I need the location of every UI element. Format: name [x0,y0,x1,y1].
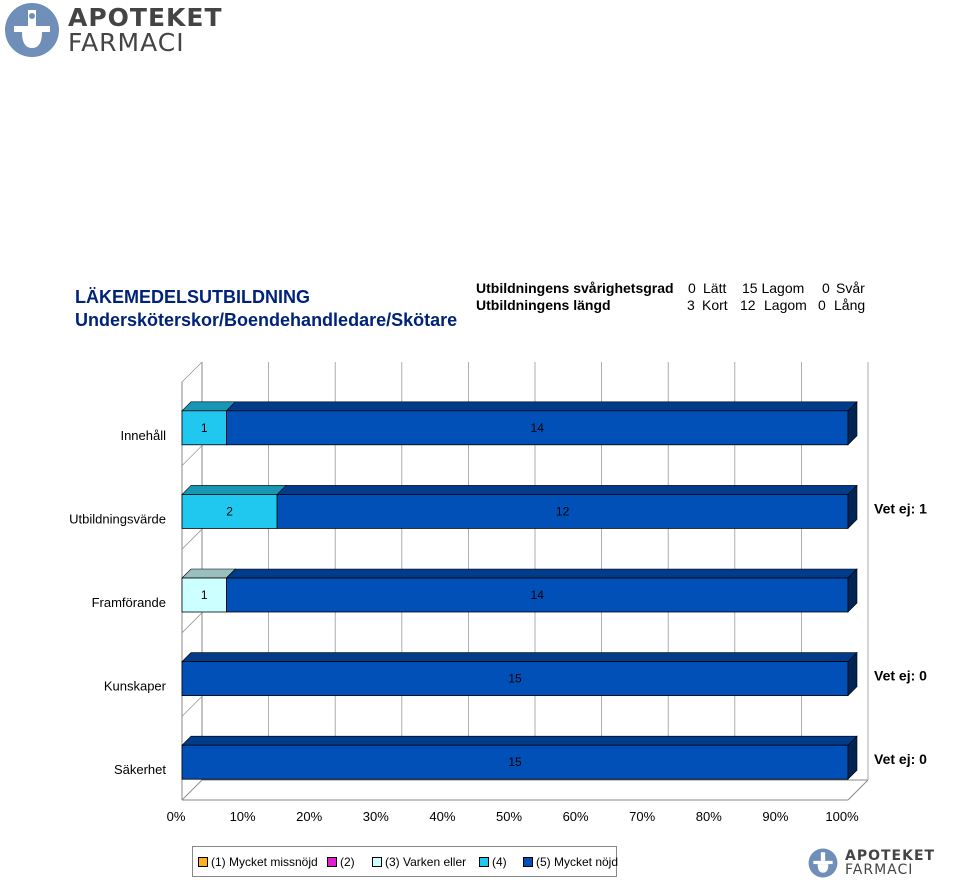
apoteket-logo-small: APOTEKET FARMACI [806,848,935,878]
floor-right [847,779,869,801]
bar-value-label: 14 [531,588,545,602]
difficulty-label: Utbildningens svårighetsgrad [476,280,674,296]
x-tick-label: 20% [296,809,322,824]
bar-segment [181,661,849,696]
legend-item-1: (1) Mycket missnöjd [198,855,318,869]
x-tick-label: 40% [429,809,455,824]
legend-swatch-2 [327,857,337,867]
side-wall-line [181,612,203,634]
x-tick-label: 30% [363,809,389,824]
x-tick-label: 70% [629,809,655,824]
legend-swatch-4 [479,857,489,867]
legend-swatch-5 [523,857,533,867]
bar-side-face [847,735,858,780]
side-wall-line [181,528,203,550]
x-tick-label: 60% [563,809,589,824]
bar-value-label: 1 [201,588,208,602]
apoteket-logo-icon [5,3,59,57]
bar-value-label: 1 [201,421,208,435]
bar-segment [181,410,227,446]
side-wall-line [181,445,203,466]
bar-segment [181,493,278,529]
bar-top-face [181,652,858,662]
category-label: Kunskaper [104,679,167,694]
bar-top-face [225,568,858,579]
apoteket-logo: APOTEKET FARMACI [4,2,223,58]
bar-segment [276,493,849,529]
category-label: Utbildningsvärde [69,511,166,526]
bar-top-face [225,401,858,412]
side-wall-line [181,696,203,717]
info-labels: Utbildningens svårighetsgrad Utbildninge… [476,280,674,314]
legend-item-4: (4) [479,855,507,869]
side-wall-line [181,361,203,383]
x-tick-label: 10% [230,809,256,824]
bar-top-face [181,485,287,495]
legend-swatch-3 [372,857,382,867]
apoteket-logo-small-icon [808,848,838,878]
x-tick-label: 50% [496,809,522,824]
title-line1: LÄKEMEDELSUTBILDNING [75,287,310,307]
legend-item-2: (2) [327,855,355,869]
bar-top-face [181,735,858,746]
bar-value-label: 12 [556,504,570,518]
side-wall-line [181,779,203,801]
category-label: Innehåll [120,428,166,443]
vet-ej-label: Vet ej: 0 [874,668,927,684]
bar-top-face [276,485,858,495]
legend-swatch-1 [198,857,208,867]
bar-value-label: 14 [531,421,545,435]
vet-ej-label: Vet ej: 1 [874,500,927,516]
bar-segment [181,744,849,780]
x-tick-label: 80% [696,809,722,824]
bar-side-face [847,568,858,613]
category-label: Framförande [92,595,166,610]
bar-value-label: 2 [226,504,233,518]
length-label: Utbildningens längd [476,297,611,313]
x-tick-label: 0% [167,809,186,824]
bar-side-face [847,651,858,697]
category-label: Säkerhet [114,762,166,777]
legend-item-3: (3) Varken eller [372,855,466,869]
title-line2: Undersköterskor/Boendehandledare/Skötare [75,310,458,330]
vet-ej-label: Vet ej: 0 [874,751,927,767]
bar-segment [225,410,849,446]
x-tick-label: 90% [762,809,788,824]
bar-side-face [847,401,858,446]
chart-legend: (1) Mycket missnöjd (2) (3) Varken eller… [192,846,618,877]
x-tick-label: 100% [825,809,859,824]
bar-value-label: 15 [508,672,522,686]
apoteket-logo-text: APOTEKET FARMACI [68,3,223,57]
stacked-bar-chart: 1 14 Innehåll 2 12 Utbildningsvärde Vet ej: 1 1… [69,361,927,824]
legend-item-5: (5) Mycket nöjd [523,855,618,869]
bar-side-face [847,484,858,530]
bar-value-label: 15 [508,755,522,769]
apoteket-logo-small-text: APOTEKET FARMACI [845,848,936,878]
bar-segment [225,577,849,613]
page-title: LÄKEMEDELSUTBILDNING Undersköterskor/Boe… [75,286,457,332]
